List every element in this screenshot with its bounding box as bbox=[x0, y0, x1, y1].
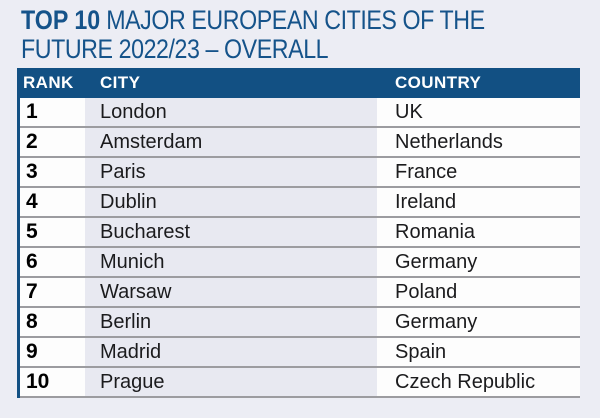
country-cell: Netherlands bbox=[377, 128, 580, 156]
country-cell: Ireland bbox=[377, 188, 580, 216]
city-cell: Dublin bbox=[85, 188, 377, 216]
table-row: 5 Bucharest Romania bbox=[20, 218, 580, 248]
table-row: 3 Paris France bbox=[20, 158, 580, 188]
title-line-1: TOP 10 MAJOR EUROPEAN CITIES OF THE bbox=[21, 6, 485, 35]
country-cell: Poland bbox=[377, 278, 580, 306]
rank-cell: 9 bbox=[20, 338, 85, 366]
city-cell: Munich bbox=[85, 248, 377, 276]
country-cell: France bbox=[377, 158, 580, 186]
title-line-1-rest: MAJOR EUROPEAN CITIES OF THE bbox=[106, 5, 485, 35]
city-cell: Berlin bbox=[85, 308, 377, 336]
rank-cell: 10 bbox=[20, 368, 85, 396]
rank-cell: 8 bbox=[20, 308, 85, 336]
country-cell: Romania bbox=[377, 218, 580, 246]
rank-cell: 2 bbox=[20, 128, 85, 156]
country-cell: Germany bbox=[377, 248, 580, 276]
rank-cell: 7 bbox=[20, 278, 85, 306]
city-cell: Prague bbox=[85, 368, 377, 396]
country-cell: Czech Republic bbox=[377, 368, 580, 396]
city-cell: London bbox=[85, 98, 377, 126]
title-line-2: FUTURE 2022/23 – OVERALL bbox=[21, 34, 329, 64]
country-cell: Spain bbox=[377, 338, 580, 366]
rank-cell: 1 bbox=[20, 98, 85, 126]
table-body: 1 London UK 2 Amsterdam Netherlands 3 Pa… bbox=[17, 98, 580, 398]
city-cell: Warsaw bbox=[85, 278, 377, 306]
header-city: CITY bbox=[100, 73, 141, 92]
title-highlight: TOP 10 bbox=[21, 5, 101, 35]
page-title: TOP 10 MAJOR EUROPEAN CITIES OF THE FUTUR… bbox=[21, 6, 485, 64]
table-row: 1 London UK bbox=[20, 98, 580, 128]
header-rank: RANK bbox=[23, 73, 74, 92]
table-row: 10 Prague Czech Republic bbox=[20, 368, 580, 398]
rank-cell: 4 bbox=[20, 188, 85, 216]
table-row: 6 Munich Germany bbox=[20, 248, 580, 278]
city-cell: Bucharest bbox=[85, 218, 377, 246]
country-cell: UK bbox=[377, 98, 580, 126]
table-header: RANK CITY COUNTRY bbox=[17, 68, 580, 98]
table-row: 4 Dublin Ireland bbox=[20, 188, 580, 218]
table-row: 9 Madrid Spain bbox=[20, 338, 580, 368]
city-cell: Madrid bbox=[85, 338, 377, 366]
ranking-table: RANK CITY COUNTRY 1 London UK 2 Amsterda… bbox=[17, 68, 580, 398]
country-cell: Germany bbox=[377, 308, 580, 336]
city-cell: Amsterdam bbox=[85, 128, 377, 156]
table-row: 7 Warsaw Poland bbox=[20, 278, 580, 308]
table-row: 8 Berlin Germany bbox=[20, 308, 580, 338]
rank-cell: 5 bbox=[20, 218, 85, 246]
header-country: COUNTRY bbox=[395, 73, 482, 92]
rank-cell: 6 bbox=[20, 248, 85, 276]
table-row: 2 Amsterdam Netherlands bbox=[20, 128, 580, 158]
city-cell: Paris bbox=[85, 158, 377, 186]
rank-cell: 3 bbox=[20, 158, 85, 186]
